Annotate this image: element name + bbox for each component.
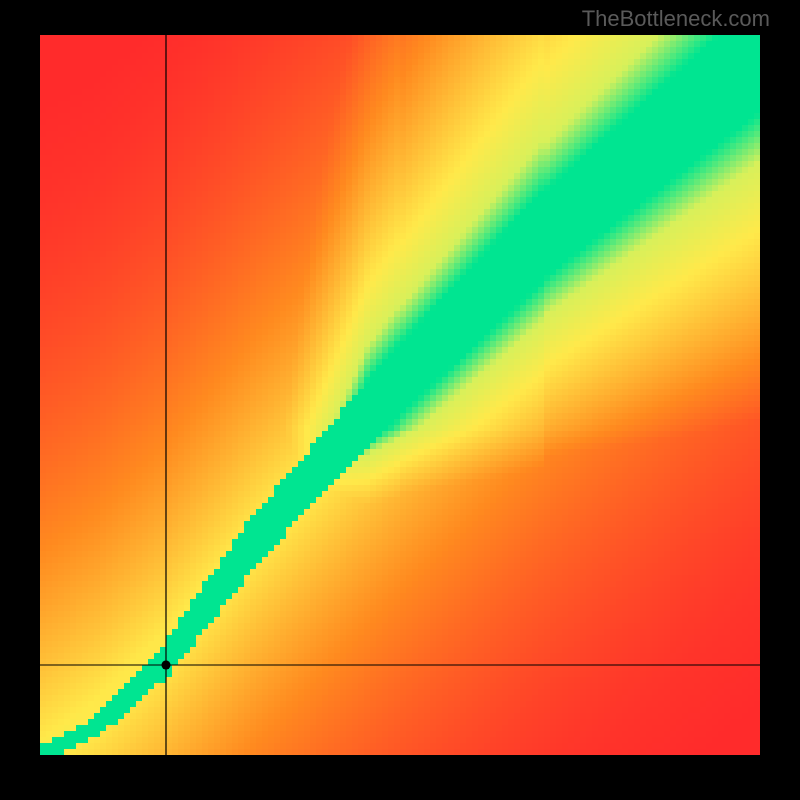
heatmap-canvas <box>40 35 760 755</box>
bottleneck-heatmap <box>40 35 760 755</box>
watermark-text: TheBottleneck.com <box>582 6 770 32</box>
